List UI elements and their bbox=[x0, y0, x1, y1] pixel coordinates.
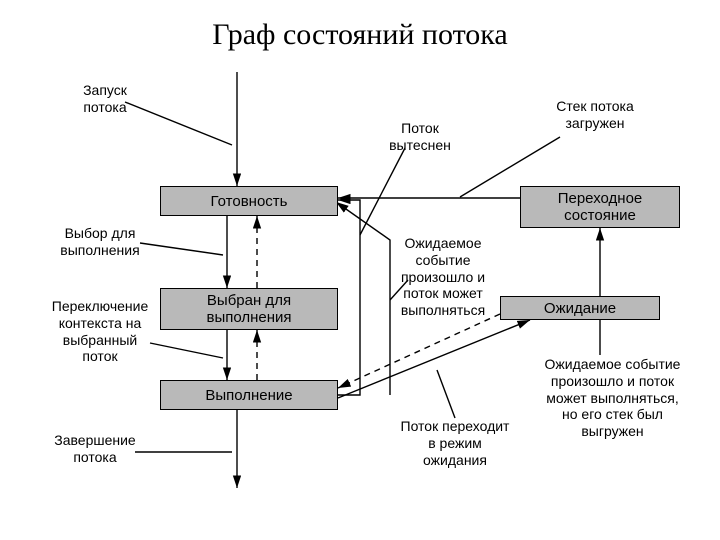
lbl-unload: Ожидаемое событие произошло и поток може… bbox=[515, 356, 710, 440]
edge-lbl-preempt-ln bbox=[360, 148, 405, 235]
edge-preempt bbox=[338, 200, 360, 395]
lbl-end: Завершение потока bbox=[35, 432, 155, 466]
edge-run2wait bbox=[338, 320, 530, 398]
state-node-selected: Выбран для выполнения bbox=[160, 288, 338, 330]
lbl-loaded: Стек потока загружен bbox=[520, 98, 670, 132]
state-node-running: Выполнение bbox=[160, 380, 338, 410]
state-node-transition: Переходное состояние bbox=[520, 186, 680, 228]
edge-wait2run bbox=[338, 314, 500, 388]
lbl-preempt: Поток вытеснен bbox=[365, 120, 475, 154]
state-node-ready: Готовность bbox=[160, 186, 338, 216]
lbl-event: Ожидаемое событие произошло и поток може… bbox=[378, 235, 508, 319]
edge-lbl-towait-ln bbox=[437, 370, 455, 418]
lbl-select: Выбор для выполнения bbox=[40, 225, 160, 259]
diagram-title: Граф состояний потока bbox=[0, 18, 720, 52]
lbl-start: Запуск потока bbox=[55, 82, 155, 116]
state-node-waiting: Ожидание bbox=[500, 296, 660, 320]
lbl-switch: Переключение контекста на выбранный пото… bbox=[30, 298, 170, 365]
